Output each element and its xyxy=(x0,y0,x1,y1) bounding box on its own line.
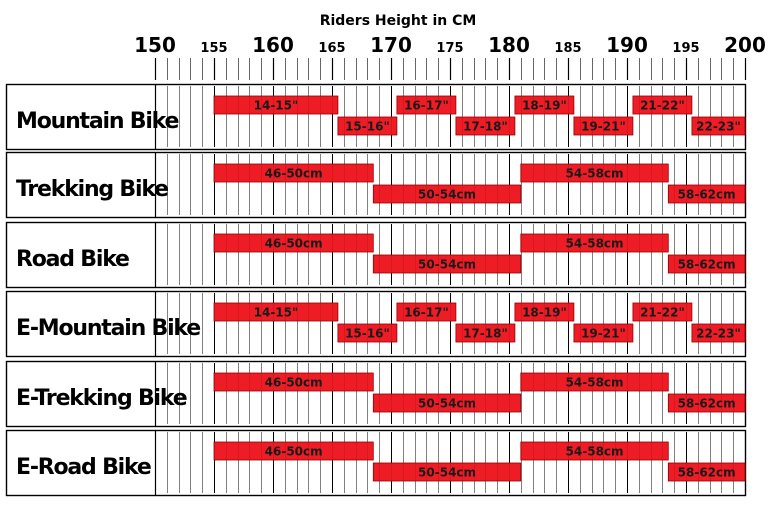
size-bar-label: 58-62cm xyxy=(678,466,736,480)
size-bar-label: 50-54cm xyxy=(418,188,476,202)
x-tick-label-minor: 185 xyxy=(554,41,581,56)
row-category-label: Trekking Bike xyxy=(16,177,168,202)
x-tick-label-minor: 175 xyxy=(436,41,463,56)
chart-row: E-Road Bike 46-50cm 50-54cm 54-58cm 58-62cm xyxy=(5,429,747,497)
size-bar xyxy=(667,462,746,482)
size-bar-label: 50-54cm xyxy=(418,258,476,272)
size-bar-label: 46-50cm xyxy=(265,237,323,251)
size-bar xyxy=(213,441,374,461)
size-bar xyxy=(213,233,374,253)
x-tick-label-major: 180 xyxy=(488,33,530,57)
size-bar-label: 46-50cm xyxy=(265,376,323,390)
size-bar-label: 50-54cm xyxy=(418,397,476,411)
size-bar-label: 15-16" xyxy=(345,327,390,341)
chart-title: Riders Height in CM xyxy=(320,13,477,29)
size-bar-label: 46-50cm xyxy=(265,167,323,181)
x-tick-label-major: 200 xyxy=(724,33,766,57)
size-bar xyxy=(691,116,746,136)
size-bar xyxy=(520,372,669,392)
size-bar-label: 46-50cm xyxy=(265,445,323,459)
x-tick-label-minor: 195 xyxy=(672,41,699,56)
size-bar xyxy=(667,184,746,204)
size-bar-label: 16-17" xyxy=(404,306,449,320)
size-bar-label: 14-15" xyxy=(254,99,299,113)
size-bar xyxy=(667,393,746,413)
size-bar-label: 54-58cm xyxy=(566,376,624,390)
size-bar-label: 17-18" xyxy=(463,327,508,341)
size-bar-label: 58-62cm xyxy=(678,188,736,202)
size-bar xyxy=(667,254,746,274)
size-bar-label: 54-58cm xyxy=(566,445,624,459)
chart-rows: Mountain Bike 14-15" 15-16" 16-17" 17-18" 18-… xyxy=(5,83,747,497)
size-bar-label: 16-17" xyxy=(404,99,449,113)
chart-row: E-Mountain Bike 14-15" 15-16" 16-17" 17-18" 1… xyxy=(5,290,747,358)
x-axis-ticks: 150 160 170 180 190 200 155 165 175 185 195 xyxy=(134,33,766,80)
x-tick-label-major: 160 xyxy=(252,33,294,57)
size-bar-label: 14-15" xyxy=(254,306,299,320)
chart-row: Mountain Bike 14-15" 15-16" 16-17" 17-18" 18-… xyxy=(5,83,747,151)
size-bar xyxy=(520,163,669,183)
size-bar xyxy=(372,254,522,274)
x-tick-label-major: 190 xyxy=(606,33,648,57)
size-bar xyxy=(213,163,374,183)
size-bar xyxy=(520,233,669,253)
size-bar-label: 19-21" xyxy=(581,327,626,341)
row-category-label: E-Mountain Bike xyxy=(16,316,200,341)
size-bar xyxy=(213,95,339,115)
size-bar-label: 19-21" xyxy=(581,120,626,134)
row-category-label: E-Trekking Bike xyxy=(16,386,187,411)
x-tick-label-minor: 165 xyxy=(318,41,345,56)
size-bar xyxy=(520,441,669,461)
size-bar xyxy=(372,462,522,482)
chart-row: Trekking Bike 46-50cm 50-54cm 54-58cm 58-62c… xyxy=(5,151,747,219)
size-bar-label: 58-62cm xyxy=(678,397,736,411)
size-bar xyxy=(213,372,374,392)
row-category-label: Mountain Bike xyxy=(16,109,179,134)
size-bar-label: 22-23" xyxy=(696,120,741,134)
size-bar-label: 50-54cm xyxy=(418,466,476,480)
size-bar-label: 22-23" xyxy=(696,327,741,341)
chart-row: E-Trekking Bike 46-50cm 50-54cm 54-58cm 58-6… xyxy=(5,360,747,428)
row-category-label: E-Road Bike xyxy=(16,455,151,480)
size-bar-label: 54-58cm xyxy=(566,237,624,251)
chart-row: Road Bike 46-50cm 50-54cm 54-58cm 58-62cm xyxy=(5,221,747,289)
size-bar-label: 18-19" xyxy=(522,99,567,113)
size-bar-label: 17-18" xyxy=(463,120,508,134)
row-category-label: Road Bike xyxy=(16,247,129,272)
size-bar-label: 15-16" xyxy=(345,120,390,134)
size-bar xyxy=(691,323,746,343)
size-bar xyxy=(372,184,522,204)
size-bar-label: 21-22" xyxy=(640,99,685,113)
x-tick-label-major: 170 xyxy=(370,33,412,57)
size-bar-label: 54-58cm xyxy=(566,167,624,181)
size-bar-label: 58-62cm xyxy=(678,258,736,272)
x-tick-label-major: 150 xyxy=(134,33,176,57)
size-bar xyxy=(213,302,339,322)
size-bar xyxy=(372,393,522,413)
size-bar-label: 18-19" xyxy=(522,306,567,320)
x-tick-label-minor: 155 xyxy=(200,41,227,56)
size-bar-label: 21-22" xyxy=(640,306,685,320)
